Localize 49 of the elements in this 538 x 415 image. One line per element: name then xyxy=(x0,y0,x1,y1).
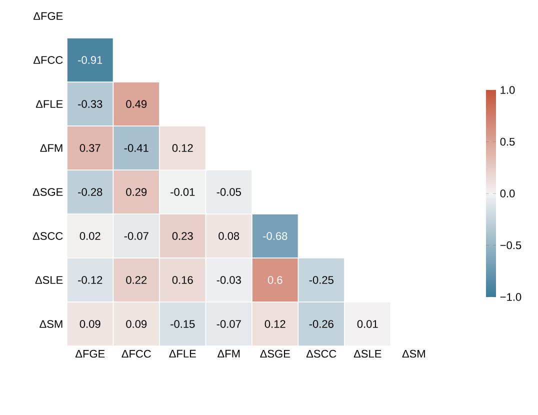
color-bar-label: 0.5 xyxy=(500,138,515,146)
color-bar-label: 1.0 xyxy=(500,86,515,94)
data-label: -0.03 xyxy=(216,276,241,284)
data-label: -0.33 xyxy=(78,100,102,108)
data-label: 0.29 xyxy=(126,188,147,196)
data-label: -0.26 xyxy=(309,320,334,328)
data-label: -0.25 xyxy=(309,276,334,284)
data-label: 0.16 xyxy=(172,276,193,284)
data-label: -0.15 xyxy=(170,320,195,328)
color-bar-label: 0.0 xyxy=(500,190,515,198)
data-label: -0.68 xyxy=(263,232,288,240)
data-label: 0.09 xyxy=(80,320,100,328)
y-tick-label: ΔSCC xyxy=(32,232,63,240)
data-label: 0.08 xyxy=(218,232,240,240)
data-label: -0.91 xyxy=(78,56,102,64)
data-label: 0.6 xyxy=(268,276,282,284)
data-label: -0.01 xyxy=(170,188,195,196)
color-bar-label: −0.5 xyxy=(500,241,522,250)
x-tick-label: ΔSCC xyxy=(306,350,336,358)
data-label: 0.01 xyxy=(357,320,378,328)
data-label: 0.12 xyxy=(264,320,286,328)
y-tick-label: ΔFCC xyxy=(34,56,63,64)
color-bar-label: −1.0 xyxy=(500,293,522,301)
y-tick-label: ΔSM xyxy=(40,320,62,328)
data-label: 0.23 xyxy=(172,232,193,240)
x-tick-label: ΔFLE xyxy=(169,350,196,358)
x-tick-label: ΔFCC xyxy=(122,350,151,358)
data-label: 0.02 xyxy=(80,232,100,240)
y-tick-label: ΔFLE xyxy=(36,100,63,108)
x-tick-label: ΔSGE xyxy=(260,350,290,358)
data-label: 0.37 xyxy=(80,144,100,152)
data-label: 0.09 xyxy=(126,320,147,328)
data-label: -0.05 xyxy=(216,188,241,196)
data-label: -0.07 xyxy=(124,232,148,240)
x-tick-label: ΔFM xyxy=(218,350,240,358)
x-tick-label: ΔSM xyxy=(402,350,425,358)
y-tick-label: ΔFGE xyxy=(34,12,63,20)
data-label: 0.49 xyxy=(126,100,147,108)
data-label: 0.12 xyxy=(172,144,193,152)
data-label: -0.28 xyxy=(78,188,102,196)
x-tick-label: ΔSLE xyxy=(354,350,382,358)
data-label: 0.22 xyxy=(126,276,147,284)
y-tick-label: ΔSGE xyxy=(32,188,63,196)
x-tick-label: ΔFGE xyxy=(75,350,105,358)
data-label: -0.07 xyxy=(216,320,241,328)
data-label: -0.12 xyxy=(78,276,102,284)
y-tick-label: ΔFM xyxy=(40,144,62,152)
data-label: -0.41 xyxy=(124,144,148,152)
y-tick-label: ΔSLE xyxy=(35,276,63,284)
